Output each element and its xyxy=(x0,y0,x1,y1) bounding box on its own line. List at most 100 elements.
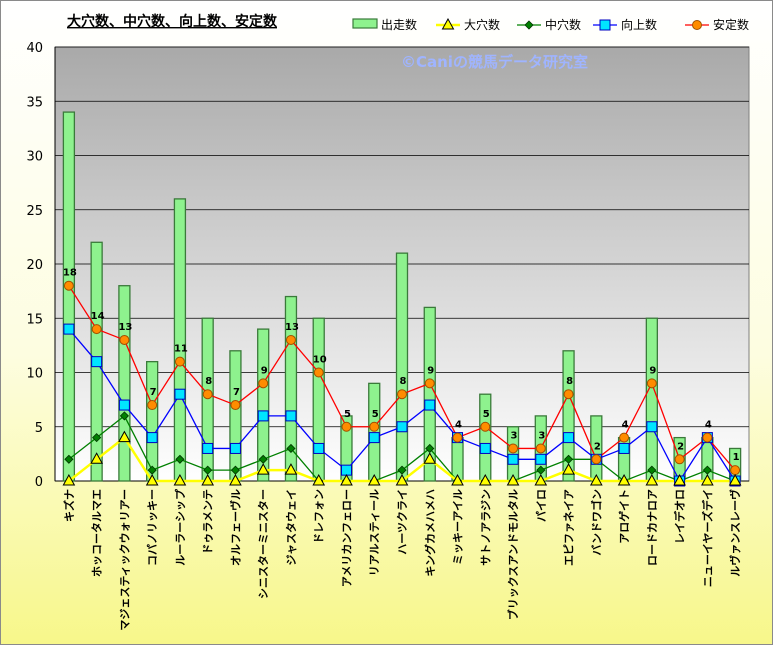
point-安定数 xyxy=(424,378,435,389)
data-label: 14 xyxy=(91,311,105,322)
point-安定数 xyxy=(63,280,74,291)
point-安定数 xyxy=(508,443,519,454)
bar-サトノアラジン xyxy=(479,393,492,482)
x-tick-label: キングカメハメハ xyxy=(423,489,437,577)
point-安定数 xyxy=(730,465,741,476)
point-安定数 xyxy=(341,421,352,432)
point-安定数 xyxy=(258,378,269,389)
point-向上数 xyxy=(174,388,186,400)
legend-label-出走数: 出走数 xyxy=(381,17,417,32)
data-label: 1 xyxy=(733,452,740,463)
x-tick-label: ドレフォン xyxy=(313,489,326,544)
point-向上数 xyxy=(340,464,352,476)
point-大穴数 xyxy=(284,463,298,475)
point-安定数 xyxy=(397,389,407,400)
x-tick-label: オルフェーヴル xyxy=(228,489,242,566)
x-tick-label: レイデオロ xyxy=(673,489,687,544)
data-label: 9 xyxy=(649,365,656,376)
x-tick-label: ブリックスアンドモルタル xyxy=(506,489,520,620)
point-安定数 xyxy=(452,432,463,443)
x-tick-label: キズナ xyxy=(62,489,76,522)
point-大穴数 xyxy=(395,473,409,486)
bar-ロードカナロア xyxy=(645,317,658,482)
data-label: 8 xyxy=(566,376,573,387)
legend-label-安定数: 安定数 xyxy=(713,17,749,32)
point-安定数 xyxy=(369,421,380,432)
legend-label-向上数: 向上数 xyxy=(621,17,657,32)
bar-マジェスティックウォリアー xyxy=(118,285,131,482)
point-大穴数 xyxy=(589,473,603,486)
point-中穴数 xyxy=(175,454,185,464)
point-大穴数 xyxy=(451,473,464,486)
bar-ハーツクライ xyxy=(395,252,409,482)
point-大穴数 xyxy=(145,473,159,486)
data-label: 3 xyxy=(538,430,545,441)
x-tick-label: パイロ xyxy=(535,489,548,522)
point-中穴数 xyxy=(119,411,129,421)
point-安定数 xyxy=(230,400,241,411)
data-label: 2 xyxy=(677,441,684,452)
point-安定数 xyxy=(480,421,491,432)
data-label: 4 xyxy=(455,420,462,431)
point-向上数 xyxy=(91,356,103,368)
legend-label-大穴数: 大穴数 xyxy=(464,17,500,32)
y-tick-label: 5 xyxy=(35,421,43,436)
data-label: 13 xyxy=(118,322,132,333)
point-大穴数 xyxy=(506,473,520,486)
x-tick-label: ハーツクライ xyxy=(396,489,409,555)
point-大穴数 xyxy=(617,473,631,486)
point-中穴数 xyxy=(92,433,102,443)
x-tick-label: アメリカンフェロー xyxy=(340,489,353,587)
point-向上数 xyxy=(146,432,158,444)
x-tick-label: バンドワゴン xyxy=(589,489,603,556)
point-安定数 xyxy=(563,389,574,400)
point-向上数 xyxy=(618,442,630,454)
point-安定数 xyxy=(674,454,685,465)
point-中穴数 xyxy=(64,454,74,464)
point-安定数 xyxy=(313,367,324,378)
point-向上数 xyxy=(257,410,269,422)
y-tick-label: 20 xyxy=(26,258,43,273)
point-安定数 xyxy=(285,334,296,345)
point-大穴数 xyxy=(728,473,742,486)
bar-ジャスタウェイ xyxy=(284,295,298,482)
point-向上数 xyxy=(63,323,75,335)
point-向上数 xyxy=(535,453,547,465)
data-label: 5 xyxy=(344,409,351,420)
point-大穴数 xyxy=(367,473,381,486)
point-向上数 xyxy=(202,442,214,454)
y-tick-label: 0 xyxy=(35,475,43,490)
point-安定数 xyxy=(91,324,102,335)
x-tick-label: ニューイヤーズデイ xyxy=(700,489,714,587)
legend-marker-向上数 xyxy=(599,19,611,31)
point-大穴数 xyxy=(645,473,659,486)
point-向上数 xyxy=(313,442,325,454)
data-label: 9 xyxy=(261,365,268,376)
data-label: 8 xyxy=(400,376,407,387)
x-tick-label: マジェスティックウォリアー xyxy=(118,489,131,631)
data-label: 2 xyxy=(594,441,601,452)
data-label: 5 xyxy=(372,409,379,420)
x-tick-label: コパノリッキー xyxy=(146,489,159,566)
legend-marker-中穴数 xyxy=(524,20,534,30)
point-安定数 xyxy=(702,432,713,443)
y-tick-label: 35 xyxy=(26,95,43,110)
data-label: 13 xyxy=(285,322,299,333)
point-中穴数 xyxy=(286,443,296,454)
point-向上数 xyxy=(118,399,130,411)
y-tick-label: 15 xyxy=(26,312,43,327)
y-tick-label: 40 xyxy=(26,41,43,56)
x-tick-label: サトノアラジン xyxy=(479,489,492,566)
point-大穴数 xyxy=(173,473,187,486)
point-大穴数 xyxy=(118,430,131,443)
data-label: 4 xyxy=(705,420,712,431)
legend-swatch-出走数 xyxy=(352,18,378,29)
point-大穴数 xyxy=(256,463,270,475)
point-安定数 xyxy=(174,356,185,367)
bar-キズナ xyxy=(62,111,76,482)
chart-title: 大穴数、中穴数、向上数、安定数 xyxy=(67,13,278,30)
legend-label-中穴数: 中穴数 xyxy=(545,17,581,32)
point-向上数 xyxy=(229,442,241,454)
legend-marker-大穴数 xyxy=(441,17,455,30)
